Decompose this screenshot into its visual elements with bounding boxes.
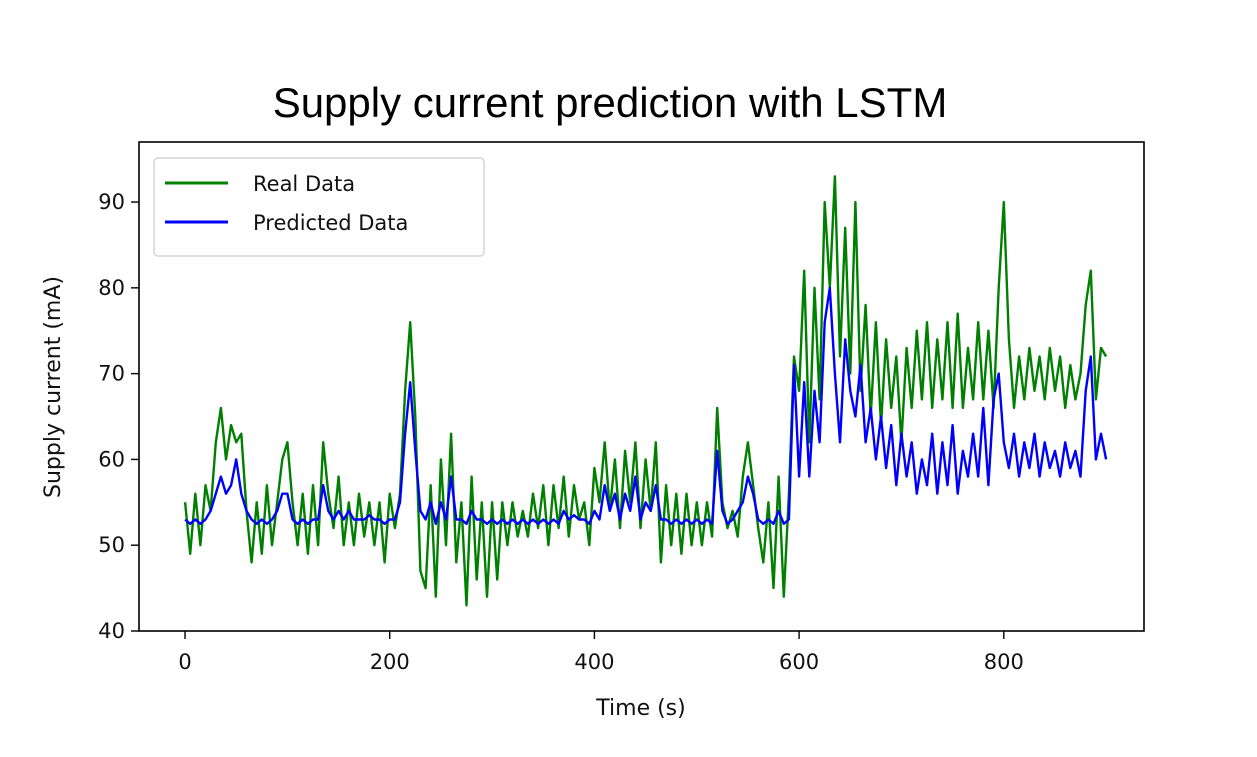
x-axis-ticks: 0 200 400 600 800	[178, 631, 1024, 674]
legend: Real Data Predicted Data	[153, 157, 485, 257]
y-tick-label: 40	[98, 619, 125, 643]
series-line-real-data	[183, 175, 1108, 607]
y-tick-label: 70	[98, 362, 125, 386]
legend-box	[153, 157, 485, 257]
series-layer	[183, 175, 1108, 607]
y-tick-label: 80	[98, 276, 125, 300]
y-tick-label: 90	[98, 190, 125, 214]
y-tick-label: 60	[98, 447, 125, 471]
legend-label-predicted-data: Predicted Data	[253, 211, 408, 235]
x-tick-label: 0	[178, 650, 191, 674]
legend-label-real-data: Real Data	[253, 172, 355, 196]
y-tick-label: 50	[98, 533, 125, 557]
y-axis-label: Supply current (mA)	[41, 276, 66, 498]
plot-area	[138, 141, 1145, 632]
x-tick-label: 400	[574, 650, 614, 674]
plot-frame	[138, 141, 1145, 632]
chart-title: Supply current prediction with LSTM	[273, 79, 948, 126]
x-tick-label: 200	[370, 650, 410, 674]
x-axis-label: Time (s)	[595, 696, 685, 721]
series-line-predicted-data	[184, 286, 1108, 525]
x-tick-label: 600	[779, 650, 819, 674]
x-tick-label: 800	[984, 650, 1024, 674]
y-axis-ticks: 40 50 60 70 80 90	[98, 190, 139, 643]
